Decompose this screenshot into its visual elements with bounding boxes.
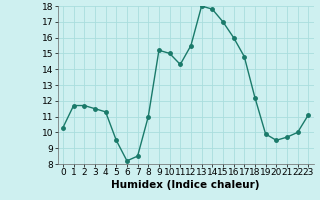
X-axis label: Humidex (Indice chaleur): Humidex (Indice chaleur) xyxy=(111,180,260,190)
